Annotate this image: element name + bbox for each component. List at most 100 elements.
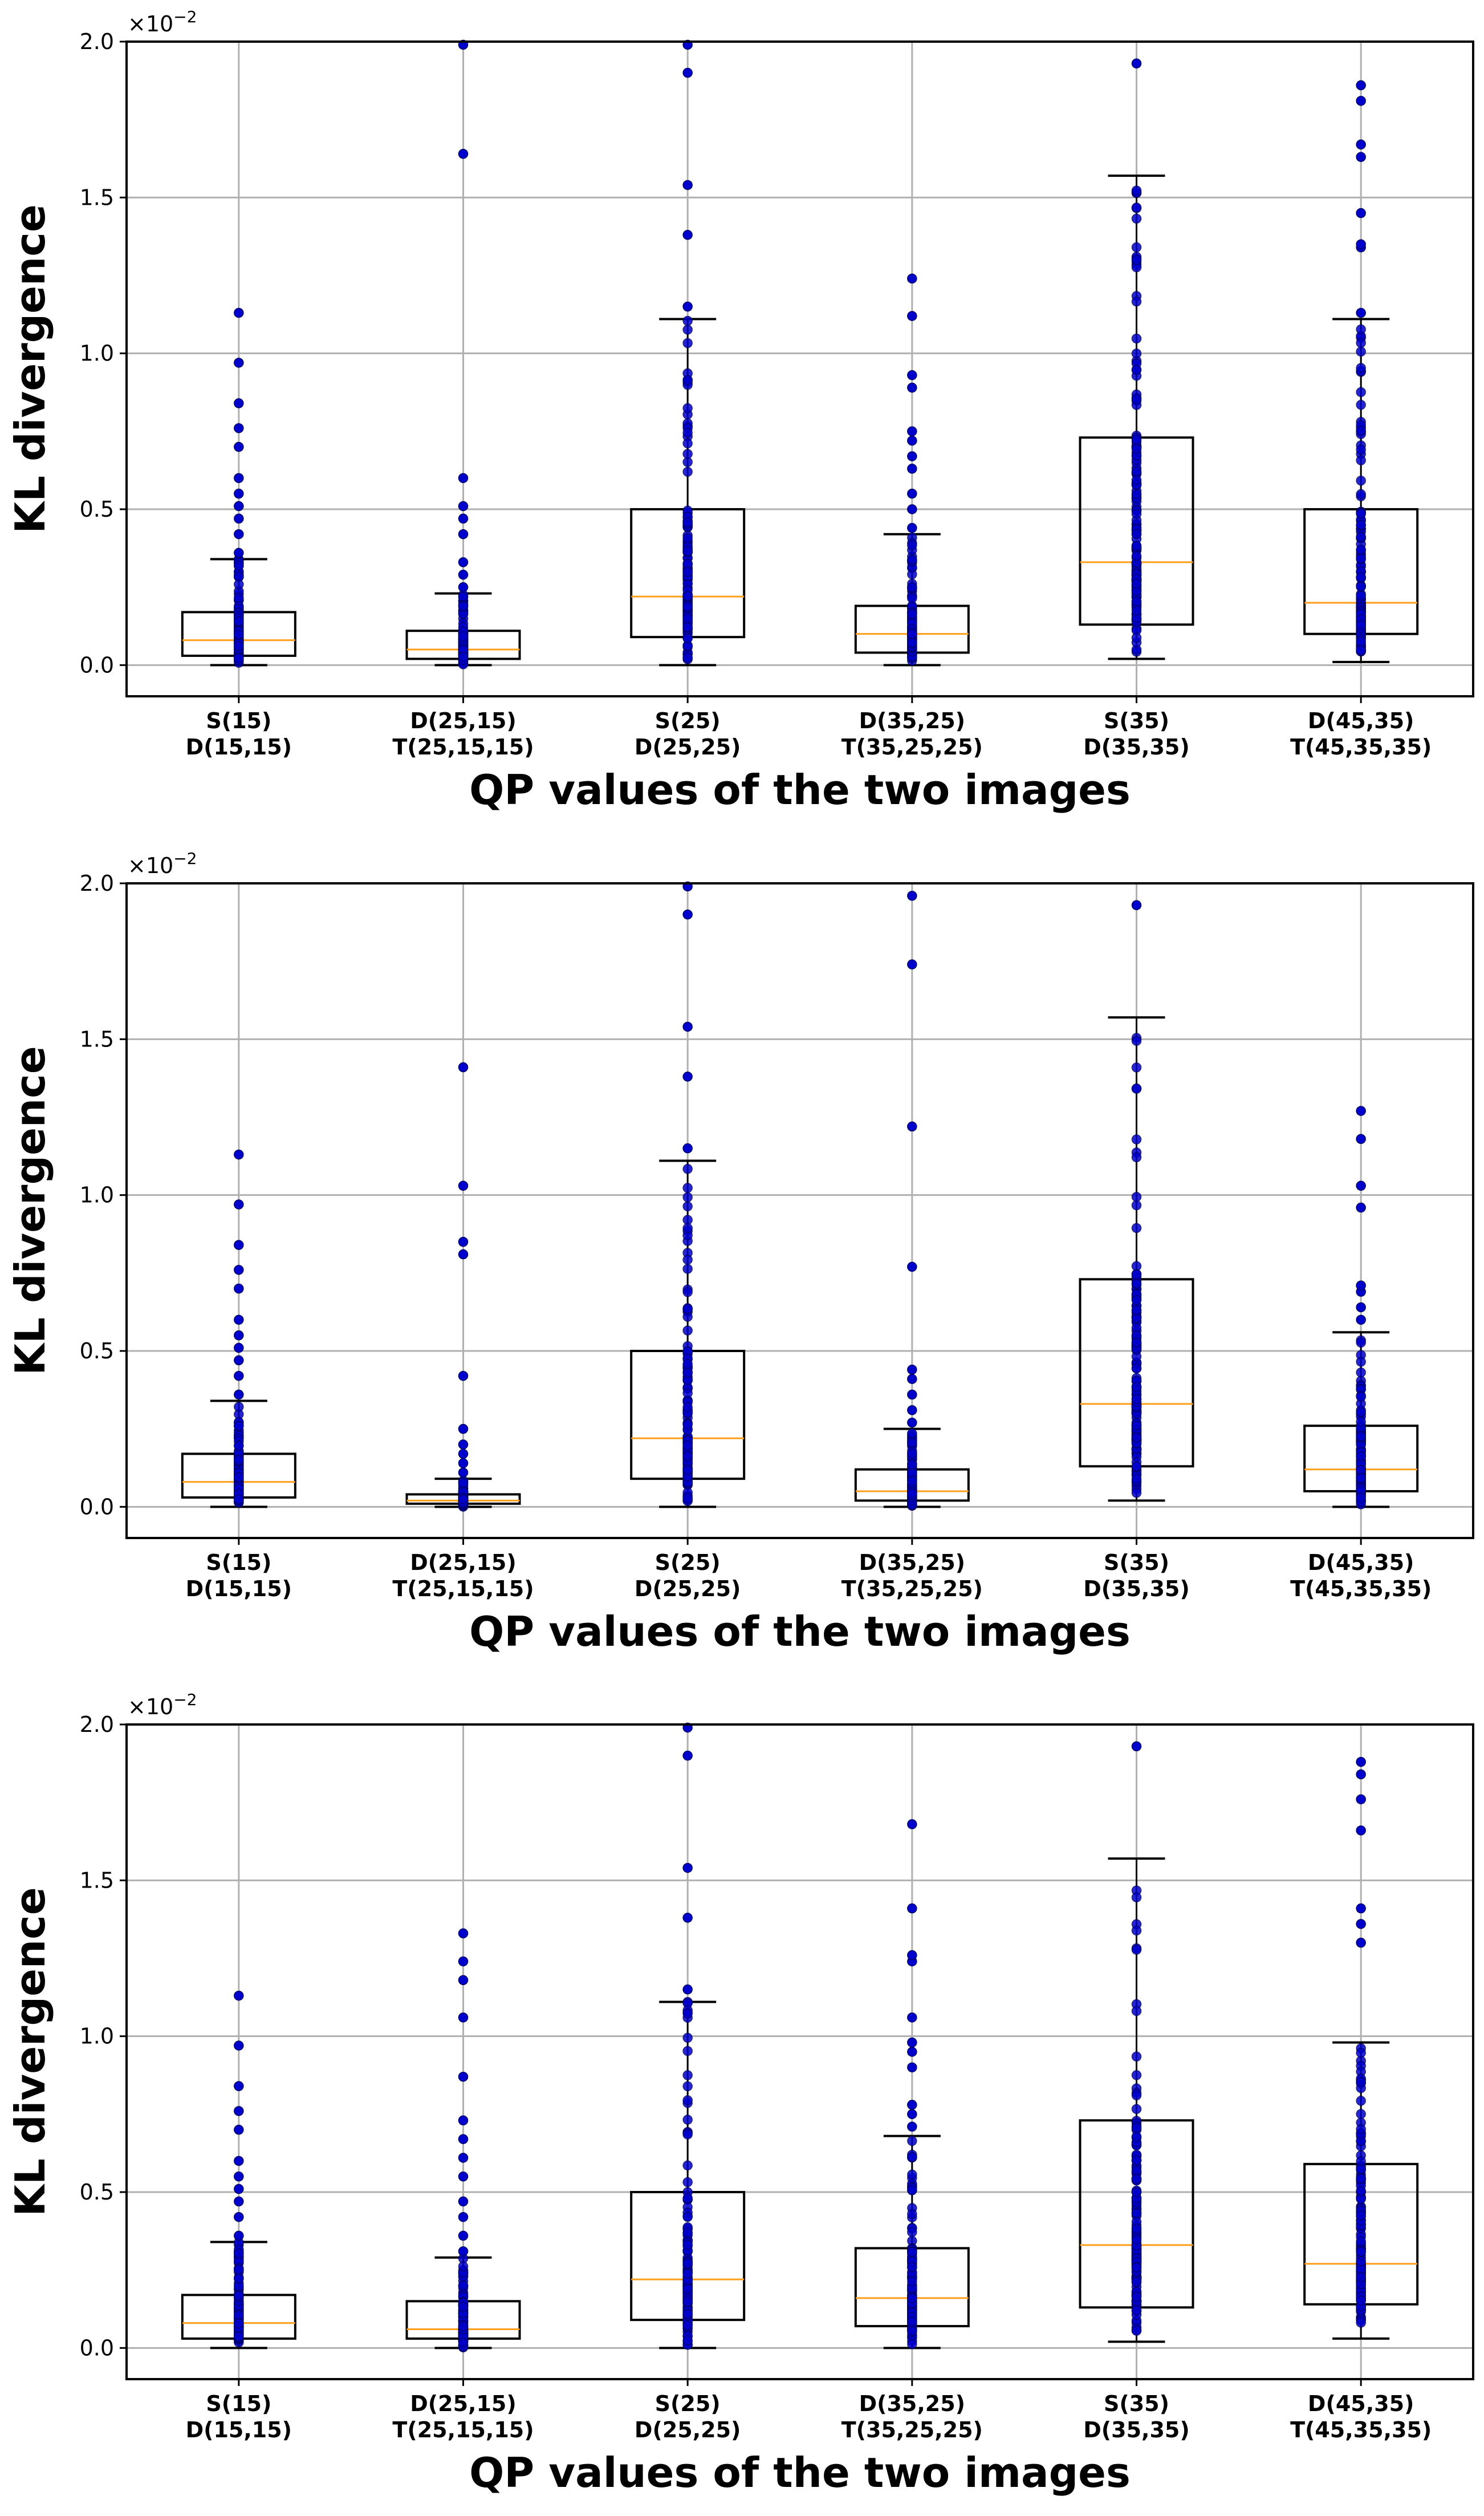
scatter-points — [1356, 80, 1366, 657]
outlier-point — [234, 1330, 244, 1341]
data-point — [1356, 2096, 1366, 2106]
box-5 — [1079, 1741, 1194, 2343]
box-5 — [1079, 900, 1194, 1502]
chart-panel-3: 0.0 0.5 1.0 1.5 2.0 ×10−2 S(15)D(15,15) D(25,15… — [6, 1690, 1474, 2497]
data-point — [1356, 1492, 1366, 1503]
outlier-point — [907, 2109, 917, 2120]
box-6 — [1303, 1106, 1419, 1509]
x-tick-label: D(35,35) — [1083, 1576, 1189, 1601]
outlier-point — [1131, 900, 1142, 911]
data-point — [1356, 1407, 1366, 1418]
outlier-point — [682, 67, 693, 78]
outlier-point — [458, 1439, 469, 1450]
data-point — [1356, 2048, 1366, 2058]
outlier-point — [234, 513, 244, 524]
outlier-point — [458, 1956, 469, 1967]
data-point — [1131, 489, 1142, 500]
data-point — [458, 2280, 469, 2291]
outlier-point — [234, 1389, 244, 1400]
outlier-point — [1356, 208, 1366, 218]
scatter-points — [234, 1990, 244, 2348]
data-point — [458, 631, 469, 642]
data-point — [682, 2335, 693, 2345]
y-multiplier: ×10−2 — [128, 1690, 197, 1719]
data-point — [1131, 2123, 1142, 2133]
data-point — [1131, 202, 1142, 213]
y-axis-label: KL divergence — [6, 204, 54, 533]
data-point — [682, 2008, 693, 2019]
outlier-point — [234, 1370, 244, 1381]
outlier-point — [682, 1862, 693, 1873]
data-point — [458, 591, 469, 602]
outlier-point — [907, 451, 917, 461]
data-point — [1356, 1391, 1366, 1402]
outlier-point — [1356, 1280, 1366, 1291]
scatter-points — [458, 39, 469, 669]
data-point — [1131, 529, 1142, 539]
scatter-points — [907, 891, 917, 1511]
data-point — [682, 2320, 693, 2331]
data-point — [1131, 348, 1142, 359]
outlier-point — [234, 501, 244, 512]
x-tick-label: T(25,15,15) — [392, 1576, 534, 1601]
data-point — [682, 1223, 693, 1233]
x-tick-label: D(15,15) — [186, 734, 292, 760]
x-tick-label: D(25,15) — [410, 1550, 516, 1575]
data-point — [1356, 2236, 1366, 2247]
data-point — [682, 438, 693, 449]
data-point — [682, 1451, 693, 1461]
outlier-point — [907, 426, 917, 437]
data-point — [1131, 1134, 1142, 1145]
data-point — [682, 1367, 693, 1378]
box-1 — [181, 1149, 296, 1508]
data-point — [458, 601, 469, 611]
data-point — [907, 2326, 917, 2336]
outlier-point — [234, 529, 244, 539]
y-multiplier: ×10−2 — [128, 849, 197, 878]
outlier-point — [234, 2230, 244, 2241]
data-point — [1356, 1417, 1366, 1427]
x-tick-label: D(25,15) — [410, 2391, 516, 2416]
x-tick-label: S(25) — [655, 2391, 721, 2416]
y-tick-label: 2.0 — [80, 1712, 114, 1737]
data-point — [682, 466, 693, 477]
data-point — [682, 1464, 693, 1475]
scatter-points — [907, 273, 917, 666]
data-point — [1356, 1337, 1366, 1348]
data-point — [458, 2261, 469, 2271]
data-point — [1356, 2077, 1366, 2087]
data-point — [1131, 394, 1142, 404]
outlier-point — [907, 959, 917, 969]
plot-frame — [125, 1723, 1474, 2380]
data-point — [682, 1440, 693, 1451]
data-point — [907, 2169, 917, 2180]
data-point — [1131, 444, 1142, 454]
outlier-point — [234, 2171, 244, 2182]
outlier-point — [1356, 96, 1366, 106]
data-point — [1131, 2276, 1142, 2287]
data-point — [1131, 1279, 1142, 1289]
data-point — [234, 593, 244, 603]
data-point — [1356, 509, 1366, 519]
data-point — [1356, 553, 1366, 563]
data-point — [234, 1440, 244, 1451]
x-tick-label: S(25) — [655, 1550, 721, 1575]
outlier-point — [458, 570, 469, 580]
data-point — [1356, 545, 1366, 555]
data-point — [682, 324, 693, 335]
data-point — [1131, 1083, 1142, 1094]
data-point — [234, 2273, 244, 2284]
y-tick-label: 0.0 — [80, 652, 114, 677]
data-point — [1131, 185, 1142, 196]
data-point — [1356, 1431, 1366, 1442]
plot-frame — [125, 40, 1474, 697]
outlier-point — [234, 441, 244, 452]
y-axis-label: KL divergence — [6, 1046, 54, 1375]
data-point — [1356, 338, 1366, 348]
data-point — [1356, 2272, 1366, 2282]
outlier-point — [907, 1374, 917, 1384]
x-tick-label: D(25,15) — [410, 708, 516, 733]
box-4 — [854, 891, 970, 1511]
data-point — [1131, 2326, 1142, 2336]
outlier-point — [907, 1261, 917, 1272]
